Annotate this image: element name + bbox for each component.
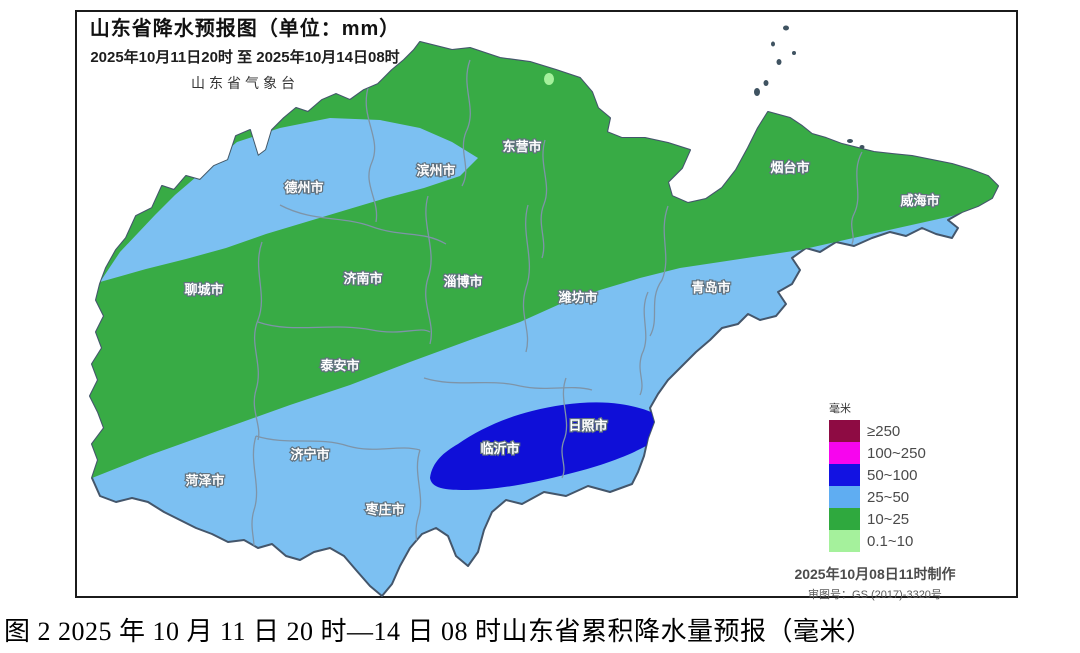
legend-swatch [829,464,860,486]
legend: 毫米 ≥250 100~250 50~100 25~50 10~25 0.1~10 [829,400,926,552]
figure-caption: 图 2 2025 年 10 月 11 日 20 时—14 日 08 时山东省累积… [4,617,873,646]
city-label: 济南市 [343,271,382,286]
legend-unit-label: 毫米 [829,403,851,415]
review-number: 审图号：GS (2017)-3320号 [808,589,942,601]
legend-swatch [829,530,860,552]
city-label: 德州市 [284,180,323,195]
city-label: 潍坊市 [558,290,597,305]
legend-label: ≥250 [867,422,901,440]
map-production-info: 2025年10月08日11时制作 审图号：GS (2017)-3320号 [760,564,990,602]
legend-item: 50~100 [829,464,926,486]
legend-item: 0.1~10 [829,530,926,552]
city-label: 临沂市 [480,441,519,456]
city-label: 青岛市 [691,280,730,295]
made-time: 2025年10月08日11时制作 [794,566,956,582]
legend-item: 10~25 [829,508,926,530]
islands [754,25,865,149]
region-lightgreen-patch-0-1-10 [544,73,554,85]
legend-swatch [829,442,860,464]
city-label: 济宁市 [290,447,329,462]
city-label: 聊城市 [184,282,223,297]
legend-label: 100~250 [867,444,926,462]
city-label: 泰安市 [319,358,359,373]
legend-swatch [829,420,860,442]
legend-rows: ≥250 100~250 50~100 25~50 10~25 0.1~10 [829,420,926,552]
city-label: 威海市 [900,193,939,208]
legend-swatch [829,508,860,530]
city-label: 枣庄市 [364,502,404,517]
map-title: 山东省降水预报图（单位：mm） [89,18,401,40]
region-lightblue-band-25-50 [100,118,478,282]
map-agency: 山东省气象台 [191,75,299,91]
city-label: 烟台市 [770,160,809,175]
legend-label: 25~50 [867,488,910,506]
legend-label: 10~25 [867,510,910,528]
city-label: 淄博市 [443,274,482,289]
legend-label: 0.1~10 [867,532,914,550]
city-label: 滨州市 [416,163,455,178]
legend-item: 100~250 [829,442,926,464]
map-date-range: 2025年10月11日20时 至 2025年10月14日08时 [90,49,400,66]
city-label: 菏泽市 [185,473,224,488]
region-heavy-rain-blob-50-100 [430,402,665,490]
map-title-block: 山东省降水预报图（单位：mm） 2025年10月11日20时 至 2025年10… [80,12,410,93]
legend-item: 25~50 [829,486,926,508]
legend-label: 50~100 [867,466,918,484]
city-label: 东营市 [502,139,541,154]
legend-item: ≥250 [829,420,926,442]
city-label: 日照市 [568,418,607,433]
legend-swatch [829,486,860,508]
